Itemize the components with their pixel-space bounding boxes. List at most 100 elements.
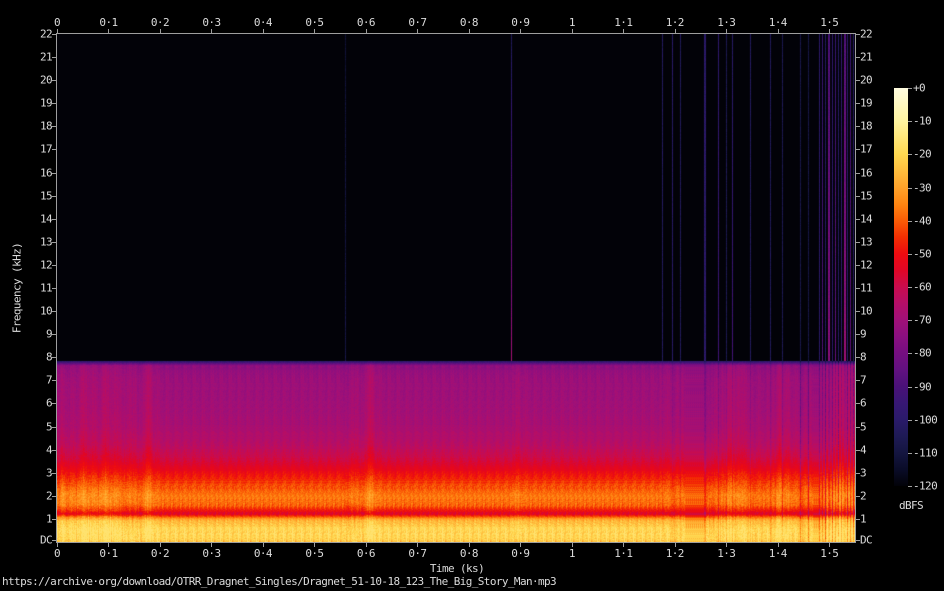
y-tick-label-right: 19 — [860, 96, 873, 110]
x-tick-mark-top — [211, 29, 213, 34]
y-tick-mark-right — [855, 288, 860, 289]
x-tick-mark-bottom — [468, 542, 470, 547]
y-tick-label-left: 10 — [39, 304, 53, 318]
x-tick-label-top: 0·9 — [511, 16, 530, 29]
colorbar-tick-mark — [908, 253, 912, 255]
y-tick-label-left: 9 — [45, 327, 53, 341]
y-tick-label-right: 11 — [860, 281, 873, 295]
colorbar-tick-label: -80 — [913, 346, 932, 360]
y-tick-label-right: 6 — [860, 396, 867, 410]
y-tick-label-left: 4 — [45, 443, 53, 457]
colorbar-tick-label: -110 — [913, 446, 938, 460]
y-tick-mark-left — [52, 34, 57, 35]
y-tick-mark-right — [855, 126, 860, 128]
y-tick-mark-right — [855, 495, 860, 497]
y-tick-mark-left — [52, 472, 57, 474]
y-tick-mark-left — [52, 311, 57, 313]
x-tick-mark-bottom — [623, 542, 625, 547]
colorbar-tick-mark — [908, 154, 912, 156]
x-tick-label-bottom: 0·6 — [356, 547, 376, 560]
x-tick-mark-bottom — [314, 542, 316, 547]
x-tick-mark-bottom — [726, 542, 728, 547]
y-tick-label-right: 5 — [860, 420, 867, 434]
y-tick-label-right: 13 — [860, 235, 873, 249]
x-tick-label-bottom: 0·4 — [253, 547, 273, 560]
x-tick-mark-bottom — [571, 542, 573, 547]
y-tick-label-right: DC — [860, 533, 873, 547]
x-tick-label-top: 1·2 — [665, 16, 685, 29]
x-tick-label-top: 0·1 — [99, 16, 118, 29]
y-tick-mark-right — [855, 172, 860, 174]
y-tick-label-right: 4 — [860, 443, 867, 457]
x-tick-label-top: 1·3 — [717, 16, 736, 29]
x-tick-mark-top — [726, 29, 728, 34]
x-tick-label-top: 0·5 — [305, 16, 324, 29]
y-tick-mark-right — [855, 426, 860, 428]
y-tick-label-left: 1 — [45, 512, 53, 526]
colorbar-tick-label: -40 — [913, 214, 932, 228]
y-tick-mark-left — [52, 103, 57, 105]
colorbar-tick-label: -120 — [913, 479, 938, 493]
x-tick-mark-top — [159, 29, 161, 34]
y-tick-mark-left — [52, 172, 57, 174]
y-tick-label-right: 15 — [860, 189, 873, 203]
x-tick-mark-bottom — [520, 542, 522, 547]
y-tick-mark-left — [52, 80, 57, 82]
x-tick-mark-bottom — [365, 542, 367, 547]
y-tick-mark-right — [855, 403, 860, 405]
y-tick-mark-right — [855, 218, 860, 220]
y-tick-mark-right — [855, 149, 860, 151]
y-tick-label-left: 2 — [45, 489, 53, 503]
colorbar-tick-mark — [908, 88, 912, 89]
x-tick-label-bottom: 1·5 — [820, 547, 839, 560]
x-tick-label-top: 0·7 — [408, 16, 427, 29]
y-tick-label-left: 8 — [45, 350, 53, 364]
colorbar-title: dBFS — [898, 499, 924, 512]
y-tick-mark-left — [52, 126, 57, 128]
y-tick-mark-left — [52, 540, 57, 541]
colorbar-tick-label: -10 — [913, 114, 932, 128]
colorbar-tick-mark — [908, 486, 912, 487]
colorbar-tick-mark — [908, 386, 912, 388]
x-tick-label-top: 0·4 — [253, 16, 273, 29]
y-tick-label-right: 20 — [860, 73, 873, 87]
y-tick-mark-right — [855, 103, 860, 105]
x-tick-mark-top — [520, 29, 522, 34]
colorbar-tick-label: -50 — [913, 247, 932, 261]
y-tick-mark-left — [52, 288, 57, 289]
y-tick-label-left: 22 — [39, 27, 53, 41]
y-tick-label-left: 16 — [39, 166, 53, 180]
y-tick-mark-left — [52, 334, 57, 336]
y-tick-label-right: 17 — [860, 142, 873, 156]
x-tick-mark-bottom — [777, 542, 779, 547]
x-tick-mark-top — [571, 29, 573, 34]
colorbar-tick-mark — [908, 452, 912, 454]
x-tick-label-bottom: 1 — [568, 547, 576, 560]
y-tick-label-right: 10 — [860, 304, 873, 318]
y-tick-mark-left — [52, 380, 57, 382]
colorbar-tick-mark — [908, 121, 912, 123]
y-tick-label-right: 18 — [860, 119, 873, 133]
x-tick-label-bottom: 1·2 — [665, 547, 685, 560]
colorbar-tick-label: -70 — [913, 313, 932, 327]
x-tick-label-bottom: 0·8 — [459, 547, 479, 560]
y-tick-label-left: 7 — [45, 373, 53, 387]
y-tick-label-left: 11 — [39, 281, 53, 295]
colorbar-tick-label: +0 — [913, 81, 926, 95]
x-tick-label-top: 0·6 — [356, 16, 376, 29]
y-tick-mark-left — [52, 195, 57, 197]
y-tick-label-left: 15 — [39, 189, 53, 203]
y-tick-label-left: 5 — [45, 420, 53, 434]
y-tick-label-right: 7 — [860, 373, 867, 387]
y-tick-mark-right — [855, 518, 860, 520]
y-tick-mark-right — [855, 540, 860, 541]
y-tick-label-left: 13 — [39, 235, 53, 249]
x-tick-label-bottom: 0·7 — [408, 547, 427, 560]
y-tick-mark-left — [52, 57, 57, 59]
x-tick-label-top: 1 — [568, 16, 576, 29]
y-tick-label-left: 19 — [39, 96, 53, 110]
x-tick-label-bottom: 0·5 — [305, 547, 324, 560]
y-tick-label-left: DC — [39, 533, 53, 547]
x-tick-mark-top — [365, 29, 367, 34]
x-tick-label-bottom: 0·3 — [202, 547, 221, 560]
